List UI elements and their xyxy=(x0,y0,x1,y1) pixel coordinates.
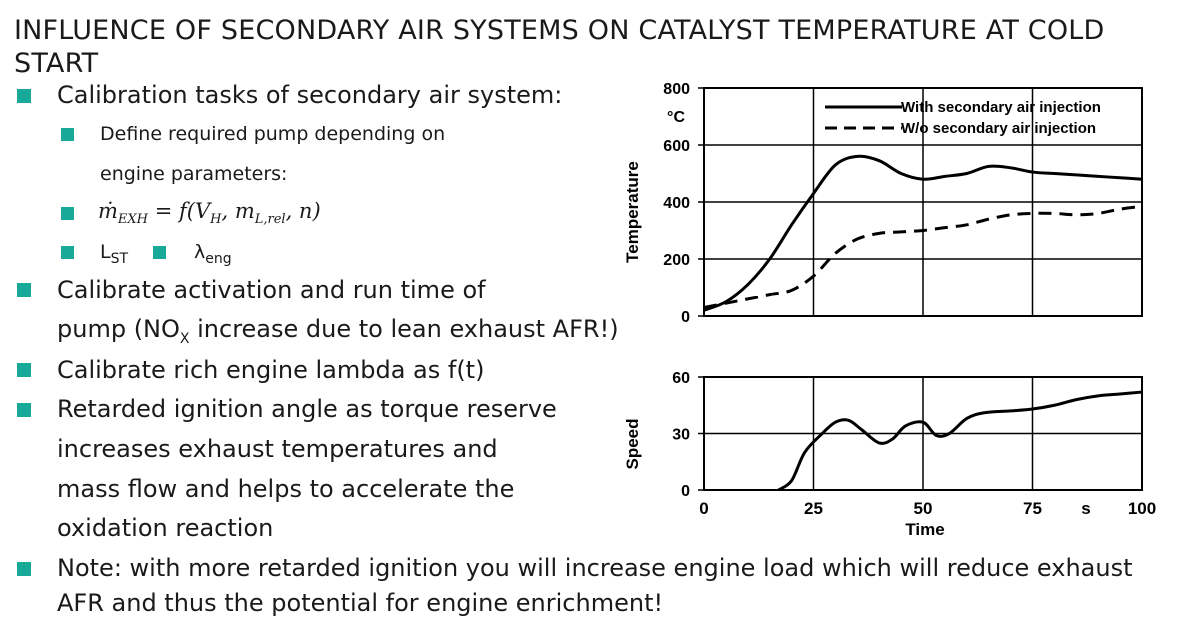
y-tick-label: 60 xyxy=(672,370,690,387)
temperature-unit: °C xyxy=(667,109,685,126)
series-line-speed xyxy=(777,390,1143,492)
series-line-with-air-injection xyxy=(703,154,1143,312)
x-tick-label: 25 xyxy=(804,499,823,518)
series-line-without-air-injection xyxy=(703,204,1143,309)
temperature-chart: 0 200 400 600 800 °C Temperature With second… xyxy=(623,81,1143,326)
bullet-square xyxy=(17,562,31,576)
speed-chart: 0 30 60 Speed 0 25 50 75 100 Time s xyxy=(623,370,1156,539)
bullet-square xyxy=(17,283,31,297)
time-unit: s xyxy=(1081,499,1090,518)
sub-bullet-square xyxy=(61,128,74,141)
bullet-text: Calibration tasks of secondary air syste… xyxy=(57,81,563,109)
speed-axis-label: Speed xyxy=(623,418,642,469)
bullet-square xyxy=(17,363,31,377)
legend-entry-without-air: W/o secondary air injection xyxy=(901,120,1096,137)
y-tick-label: 200 xyxy=(663,252,690,269)
y-tick-label: 600 xyxy=(663,138,690,155)
time-axis-label: Time xyxy=(905,520,944,539)
y-tick-label: 0 xyxy=(681,483,690,500)
sub-bullet-square xyxy=(61,207,74,220)
bullet-text: oxidation reaction xyxy=(57,514,274,542)
x-tick-label: 0 xyxy=(699,499,708,518)
bullet-text: Retarded ignition angle as torque reserv… xyxy=(57,395,557,423)
sub-bullet-square xyxy=(61,246,74,259)
y-tick-label: 30 xyxy=(672,427,690,444)
bullet-text: Note: with more retarded ignition you wi… xyxy=(57,554,1133,582)
mass-flow-formula: ṁEXH = f(VH, mL,rel, n) xyxy=(98,199,321,228)
x-tick-label: 75 xyxy=(1023,499,1042,518)
sub-bullet-text: engine parameters: xyxy=(100,163,288,185)
x-tick-label: 50 xyxy=(914,499,933,518)
bullet-text: increases exhaust temperatures and xyxy=(57,435,498,463)
sub-bullet-square xyxy=(153,246,166,259)
lambda-eng-symbol: λeng xyxy=(194,241,232,267)
bullet-text: pump (NOX increase due to lean exhaust A… xyxy=(57,315,619,347)
slide-title: INFLUENCE OF SECONDARY AIR SYSTEMS ON CA… xyxy=(14,15,1105,79)
legend-entry-with-air: With secondary air injection xyxy=(901,99,1101,116)
bullet-text: Calibrate activation and run time of xyxy=(57,276,486,304)
y-tick-label: 800 xyxy=(663,81,690,98)
sub-bullet-text: Define required pump depending on xyxy=(100,123,446,145)
bullet-text: mass flow and helps to accelerate the xyxy=(57,475,515,503)
lst-symbol: LST xyxy=(100,241,129,267)
bullet-text: AFR and thus the potential for engine en… xyxy=(57,589,664,617)
x-tick-label: 100 xyxy=(1128,499,1156,518)
bullet-square xyxy=(17,89,31,103)
bullet-text: Calibrate rich engine lambda as f(t) xyxy=(57,356,485,384)
temperature-axis-label: Temperature xyxy=(623,161,642,263)
y-tick-label: 400 xyxy=(663,195,690,212)
bullet-square xyxy=(17,403,31,417)
y-tick-label: 0 xyxy=(681,309,690,326)
